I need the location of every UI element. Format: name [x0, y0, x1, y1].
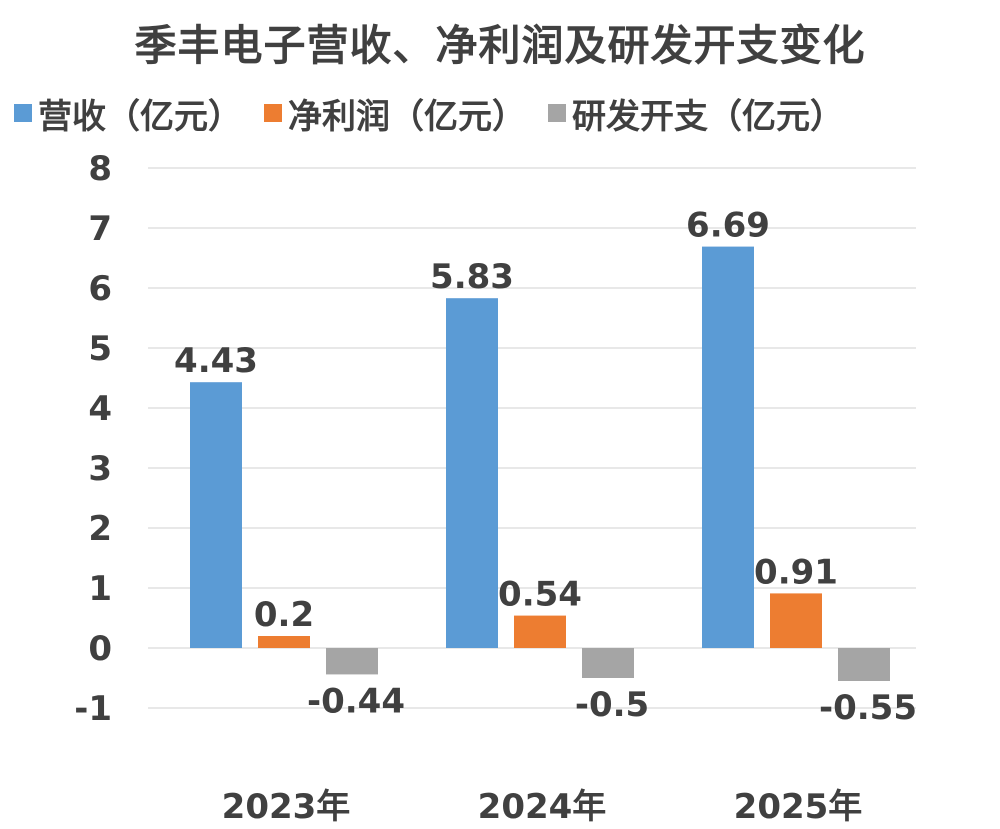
- bar-revenue: [190, 382, 242, 648]
- data-label: 5.83: [430, 257, 514, 297]
- y-tick-label: 1: [88, 569, 112, 609]
- data-label: 6.69: [686, 206, 770, 246]
- x-category-label: 2023年: [222, 787, 351, 827]
- bar-rd-expense: [838, 648, 890, 681]
- bar-revenue: [446, 298, 498, 648]
- legend-swatch-rd-expense: [548, 104, 566, 122]
- x-category-label: 2025年: [734, 787, 863, 827]
- bar-net-profit: [514, 615, 566, 648]
- y-tick-label: 7: [88, 209, 112, 249]
- data-label: -0.55: [819, 688, 917, 728]
- y-tick-label: -1: [74, 689, 112, 729]
- data-label: 0.2: [254, 595, 314, 635]
- data-label: -0.44: [307, 681, 405, 721]
- x-axis: 2023年 2024年 2025年: [222, 787, 863, 827]
- legend-item-rd-expense: 研发开支（亿元）: [548, 89, 844, 138]
- y-tick-label: 2: [88, 509, 112, 549]
- y-tick-label: 5: [88, 329, 112, 369]
- bar-net-profit: [258, 636, 310, 648]
- legend-swatch-revenue: [14, 104, 32, 122]
- legend-label-rd-expense: 研发开支（亿元）: [572, 96, 844, 137]
- bar-rd-expense: [582, 648, 634, 678]
- bar-net-profit: [770, 593, 822, 648]
- data-labels: 4.43 0.2 -0.44 5.83 0.54 -0.5 6.69 0.91 -0.55: [174, 206, 917, 728]
- legend-item-revenue: 营收（亿元）: [14, 89, 242, 138]
- y-axis: 8 7 6 5 4 3 2 1 0 -1: [74, 149, 112, 729]
- bar-rd-expense: [326, 648, 378, 675]
- data-label: 0.91: [754, 552, 838, 592]
- y-tick-label: 3: [88, 449, 112, 489]
- data-label: -0.5: [575, 685, 649, 725]
- legend: 营收（亿元） 净利润（亿元） 研发开支（亿元）: [14, 88, 994, 138]
- y-tick-label: 4: [88, 389, 112, 429]
- gridlines: [148, 167, 916, 709]
- chart-title: 季丰电子营收、净利润及研发开支变化: [134, 21, 866, 70]
- bars: [190, 246, 890, 681]
- y-tick-label: 6: [88, 269, 112, 309]
- legend-label-revenue: 营收（亿元）: [38, 96, 242, 137]
- data-label: 4.43: [174, 341, 258, 381]
- x-category-label: 2024年: [478, 787, 607, 827]
- legend-swatch-net-profit: [264, 104, 282, 122]
- y-tick-label: 8: [88, 149, 112, 189]
- y-tick-label: 0: [88, 629, 112, 669]
- bar-revenue: [702, 246, 754, 648]
- legend-label-net-profit: 净利润（亿元）: [288, 96, 526, 137]
- legend-item-net-profit: 净利润（亿元）: [264, 89, 526, 138]
- data-label: 0.54: [498, 575, 582, 615]
